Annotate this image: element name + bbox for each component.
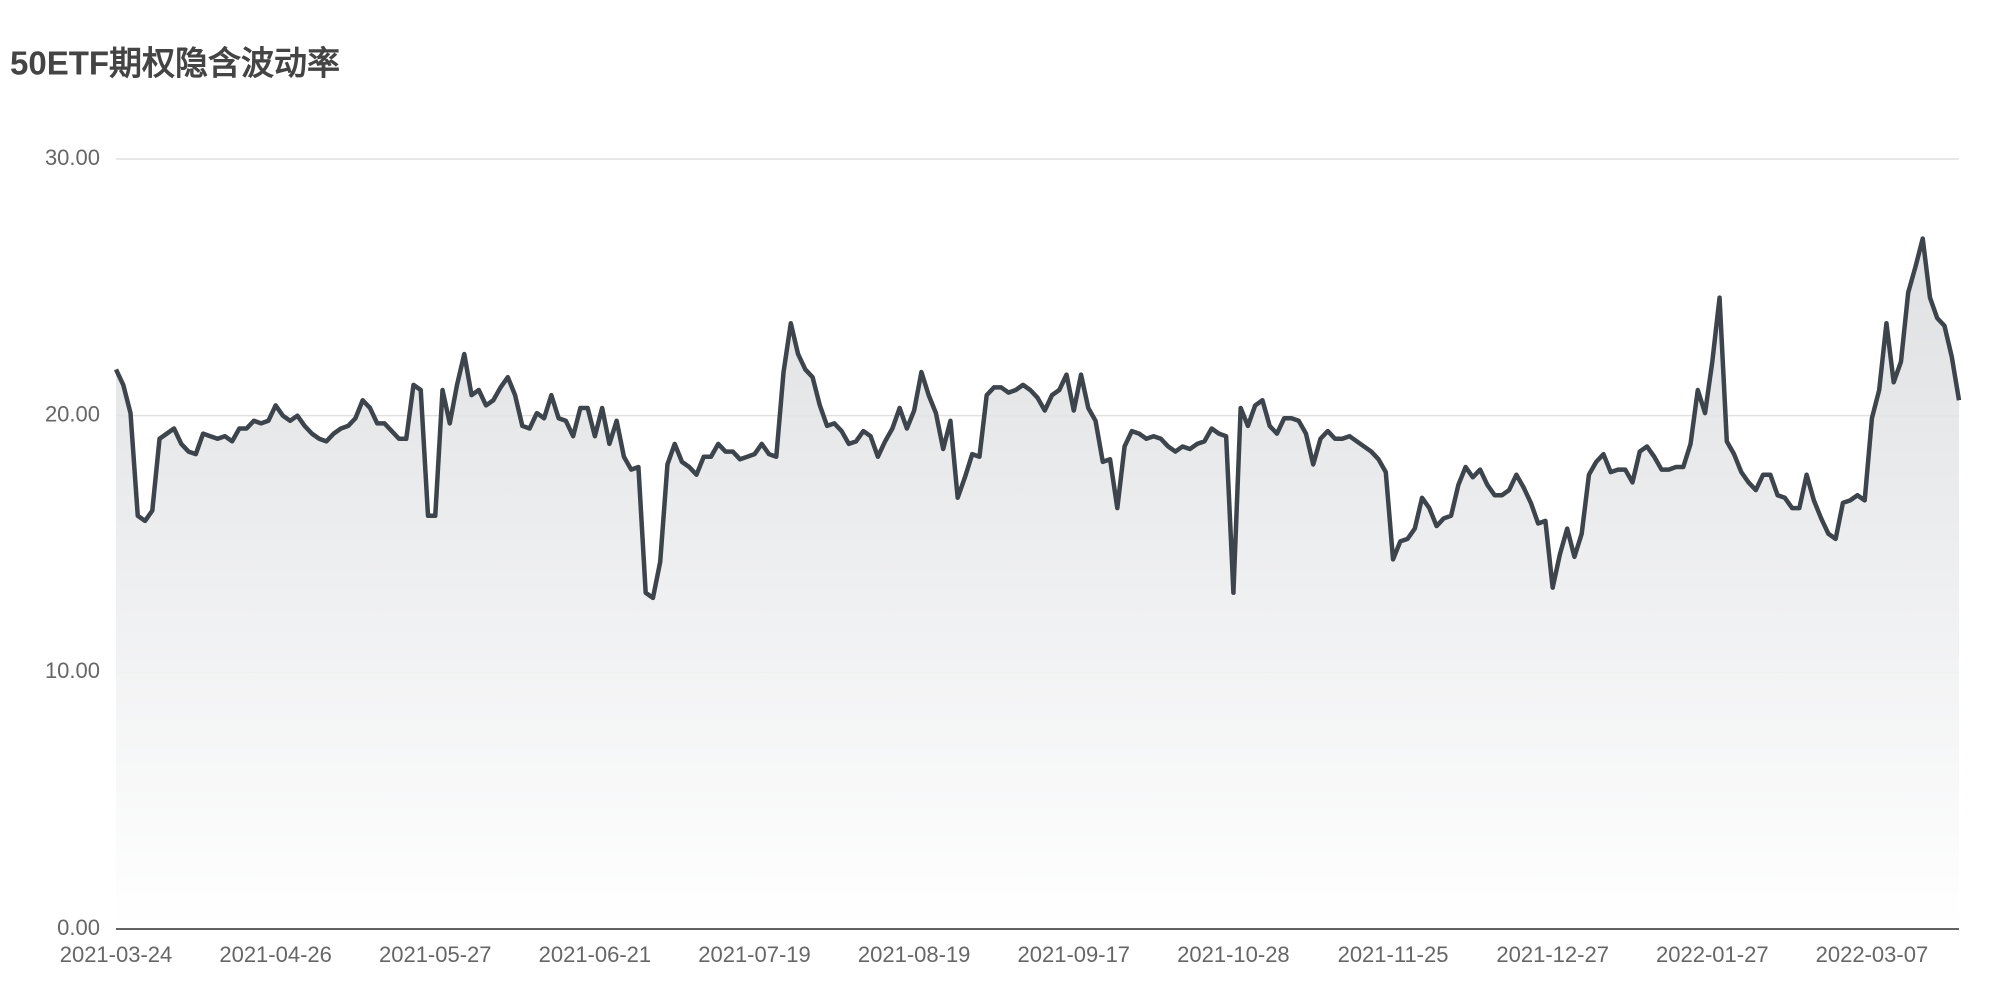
y-tick-label: 20.00 bbox=[45, 401, 100, 426]
x-tick-label: 2021-08-19 bbox=[858, 942, 971, 967]
x-tick-label: 2022-01-27 bbox=[1656, 942, 1769, 967]
x-tick-label: 2021-05-27 bbox=[379, 942, 492, 967]
x-tick-label: 2021-07-19 bbox=[698, 942, 811, 967]
x-tick-label: 2021-12-27 bbox=[1496, 942, 1609, 967]
y-tick-label: 10.00 bbox=[45, 658, 100, 683]
x-tick-label: 2021-04-26 bbox=[219, 942, 332, 967]
area bbox=[116, 238, 1959, 930]
chart-title: 50ETF期权隐含波动率 bbox=[10, 45, 340, 82]
x-tick-label: 2021-03-24 bbox=[60, 942, 173, 967]
y-tick-label: 0.00 bbox=[57, 915, 100, 940]
x-tick-label: 2021-09-17 bbox=[1018, 942, 1131, 967]
x-tick-label: 2022-03-07 bbox=[1816, 942, 1929, 967]
x-tick-label: 2021-11-25 bbox=[1338, 942, 1449, 967]
x-tick-label: 2021-06-21 bbox=[539, 942, 652, 967]
line bbox=[113, 236, 1962, 601]
y-tick-label: 30.00 bbox=[45, 145, 100, 170]
x-tick-label: 2021-10-28 bbox=[1177, 942, 1290, 967]
